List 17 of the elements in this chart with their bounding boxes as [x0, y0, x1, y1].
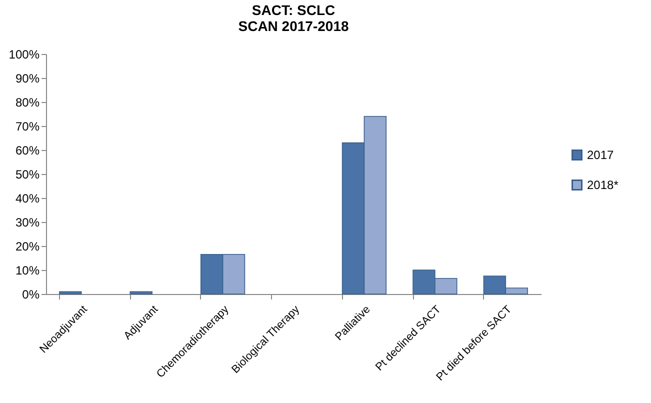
chart-title: SACT: SCLC — [252, 2, 336, 18]
y-tick-label: 100% — [8, 48, 40, 62]
y-tick-label: 40% — [15, 192, 40, 206]
y-tick-label: 60% — [15, 144, 40, 158]
chart-subtitle: SCAN 2017-2018 — [238, 18, 349, 34]
legend-label: 2018* — [587, 178, 619, 192]
legend-label: 2017 — [587, 148, 614, 162]
y-tick-label: 50% — [15, 168, 40, 182]
y-tick-label: 70% — [15, 120, 40, 134]
y-tick-label: 30% — [15, 216, 40, 230]
bar — [59, 291, 82, 294]
y-tick-label: 20% — [15, 240, 40, 254]
y-tick-label: 10% — [15, 264, 40, 278]
y-tick-label: 0% — [22, 288, 40, 302]
bar — [130, 291, 152, 294]
y-tick-label: 80% — [15, 96, 40, 110]
y-tick-label: 90% — [15, 72, 40, 86]
